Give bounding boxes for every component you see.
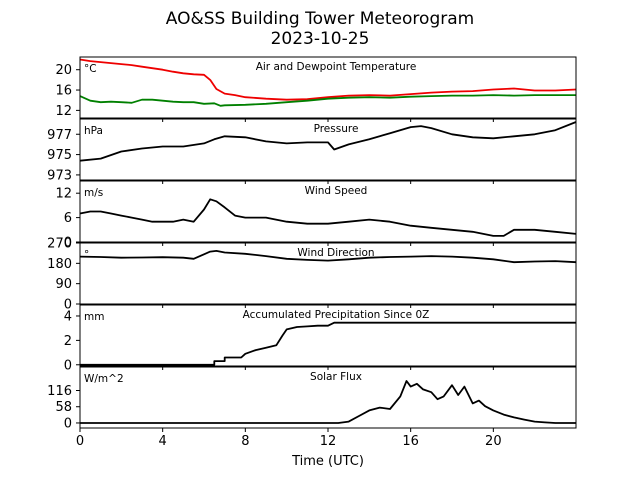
- chart-title: AO&SS Building Tower Meteorogram: [165, 9, 475, 29]
- x-tick-label: 0: [76, 434, 84, 449]
- chart-subtitle: 2023-10-25: [270, 29, 370, 49]
- x-tick-label: 20: [485, 434, 502, 449]
- y-tick-label: 0: [64, 416, 72, 431]
- y-tick-label: 58: [55, 400, 72, 415]
- panel-title: Air and Dewpoint Temperature: [256, 61, 417, 73]
- unit-label: m/s: [84, 187, 103, 199]
- y-tick-label: 2: [64, 334, 72, 349]
- y-tick-label: 180: [47, 257, 72, 272]
- x-tick-label: 16: [402, 434, 419, 449]
- y-tick-label: 90: [55, 277, 72, 292]
- y-tick-label: 20: [55, 63, 72, 78]
- y-tick-label: 977: [47, 128, 72, 143]
- series-line-3-1: [79, 198, 577, 237]
- y-tick-label: 12: [55, 104, 72, 119]
- y-tick-label: 16: [55, 84, 72, 99]
- y-tick-label: 270: [47, 237, 72, 252]
- unit-label: hPa: [84, 125, 103, 137]
- panel-2: 973 975 977 hPa Pressure: [47, 118, 577, 184]
- unit-label: °: [84, 249, 89, 261]
- y-tick-label: 975: [47, 148, 72, 163]
- y-tick-label: 0: [64, 236, 72, 251]
- series-line-1-2: [79, 94, 576, 107]
- unit-label: W/m^2: [84, 373, 124, 385]
- panel-4: 0 90 180 270 ° Wind Direction: [47, 237, 577, 313]
- panel-title: Pressure: [314, 123, 359, 135]
- panel-3: 0 6 12 m/s Wind Speed: [55, 180, 577, 251]
- panel-title: Wind Speed: [305, 185, 368, 197]
- x-tick-label: 4: [159, 434, 167, 449]
- x-axis-label: Time (UTC): [291, 454, 364, 469]
- y-tick-label: 12: [55, 187, 72, 202]
- unit-label: mm: [84, 311, 104, 323]
- y-tick-label: 4: [64, 309, 72, 324]
- y-tick-label: 6: [64, 211, 72, 226]
- y-tick-label: 0: [64, 358, 72, 373]
- series-line-2-1: [79, 121, 577, 162]
- series-line-1-1: [79, 58, 577, 101]
- series-line-5-1: [80, 321, 576, 366]
- series-line-6-1: [80, 380, 576, 424]
- panel-1: 12 16 20 °C Air and Dewpoint Temperature: [55, 56, 577, 122]
- panel-title: Wind Direction: [297, 247, 374, 259]
- unit-label: °C: [84, 63, 97, 75]
- x-tick-label: 8: [241, 434, 249, 449]
- y-tick-label: 0: [64, 298, 72, 313]
- y-tick-label: 116: [47, 384, 72, 399]
- y-tick-label: 973: [47, 168, 72, 183]
- series-line-4-1: [79, 249, 577, 264]
- panel-title: Solar Flux: [310, 371, 362, 383]
- panel-title: Accumulated Precipitation Since 0Z: [243, 309, 430, 321]
- x-tick-label: 12: [320, 434, 337, 449]
- panel-5: 0 2 4 mm Accumulated Precipitation Since 0Z: [64, 304, 577, 373]
